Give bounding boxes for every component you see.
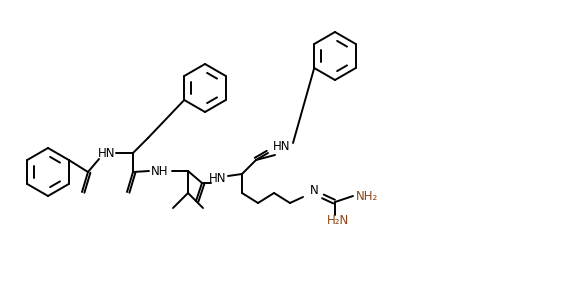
Text: HN: HN xyxy=(98,147,116,160)
Text: NH₂: NH₂ xyxy=(356,191,378,204)
Text: H₂N: H₂N xyxy=(327,214,349,227)
Text: HN: HN xyxy=(273,139,291,153)
Text: N: N xyxy=(310,185,318,197)
Text: NH: NH xyxy=(151,164,169,178)
Text: HN: HN xyxy=(209,172,227,185)
